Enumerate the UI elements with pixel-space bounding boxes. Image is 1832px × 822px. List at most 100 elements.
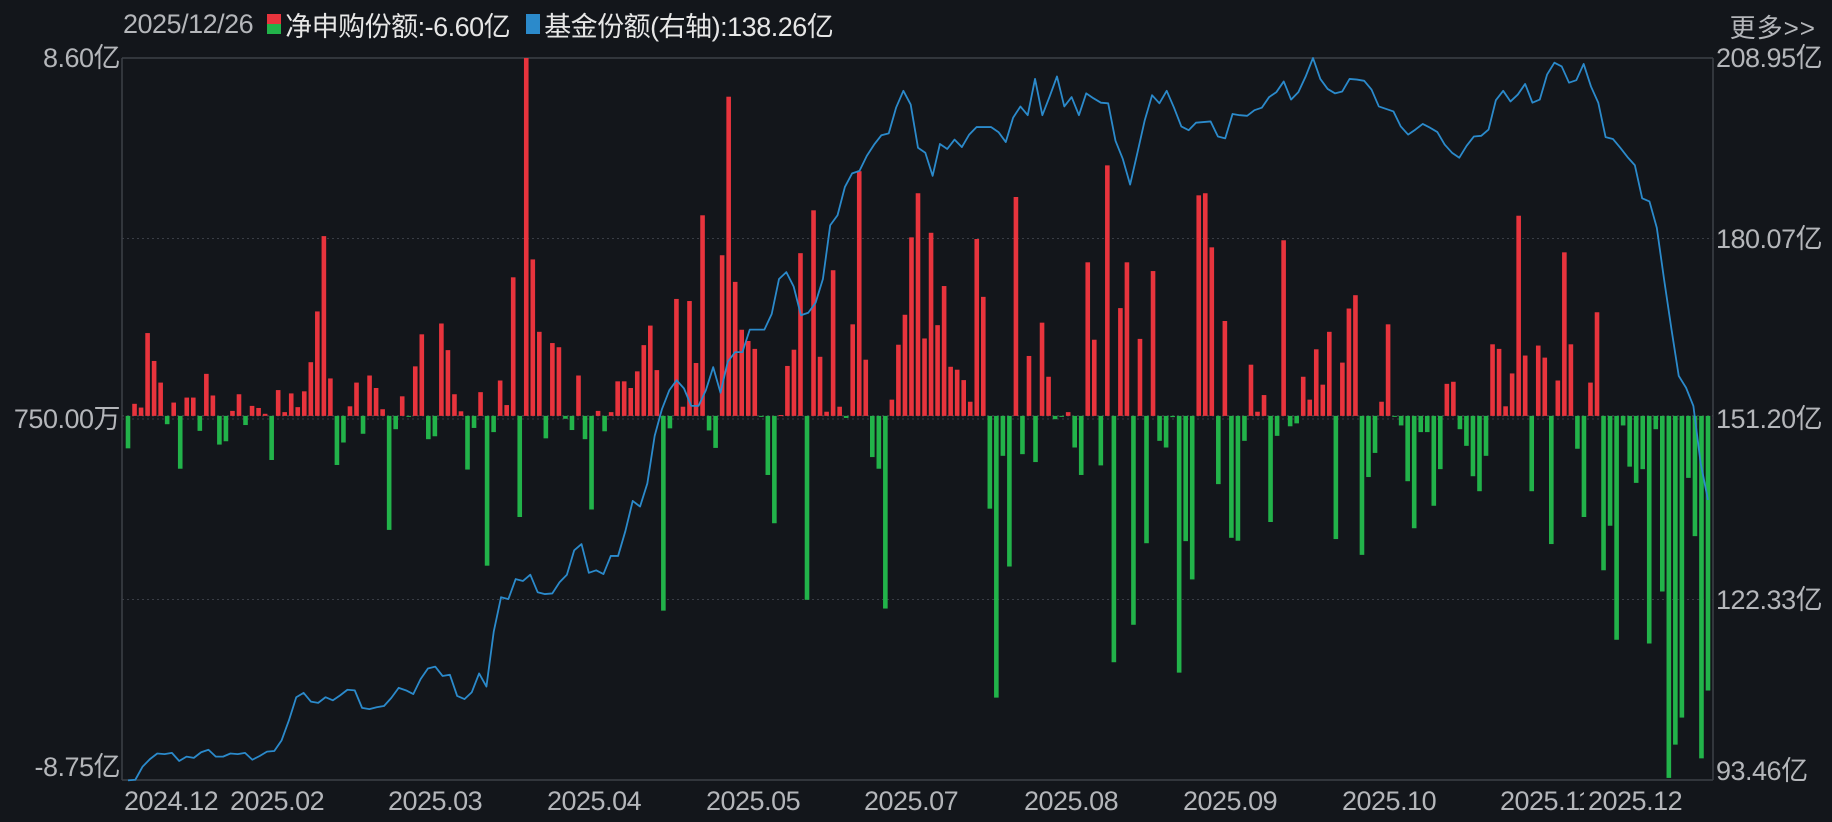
x-tick-label: 2024.12 [124, 786, 219, 816]
outflow-bar [1183, 415, 1188, 542]
inflow-bar [615, 381, 620, 416]
inflow-bar [249, 405, 255, 416]
inflow-bar [974, 239, 980, 416]
outflow-bar [883, 415, 888, 609]
inflow-bar [158, 382, 163, 416]
inflow-bar [1150, 271, 1156, 416]
x-tick-label: 2025.12 [1588, 786, 1683, 816]
inflow-bar [1490, 344, 1495, 416]
outflow-bar [1679, 415, 1685, 718]
outflow-bar [1294, 415, 1299, 424]
inflow-bar [1196, 195, 1202, 416]
fund-share-legend: 基金份额(右轴):138.26亿 [544, 11, 834, 42]
left-tick-label: 750.00万 [13, 404, 121, 434]
left-tick-label: 8.60亿 [42, 43, 121, 73]
inflow-bar [785, 365, 790, 416]
outflow-bar [1398, 415, 1404, 426]
inflow-bar [1313, 349, 1319, 416]
inflow-bar [922, 338, 927, 416]
outflow-bar [1614, 415, 1619, 640]
outflow-bar [1581, 415, 1587, 517]
outflow-bar [1464, 415, 1469, 446]
inflow-bar [935, 325, 940, 416]
inflow-bar [190, 397, 196, 416]
inflow-bar [452, 394, 457, 416]
outflow-bar [125, 415, 131, 449]
outflow-bar [759, 415, 764, 417]
inflow-bar [1085, 262, 1091, 416]
outflow-bar [426, 415, 431, 440]
inflow-bar [1091, 339, 1097, 416]
outflow-bar [1477, 415, 1482, 492]
outflow-bar [471, 415, 477, 428]
inflow-bar [308, 362, 314, 416]
inflow-bar [745, 340, 751, 416]
outflow-bar [1640, 415, 1646, 470]
outflow-bar [1392, 415, 1397, 417]
inflow-bar [1385, 324, 1391, 416]
inflow-bar [576, 375, 581, 416]
inflow-bar [811, 210, 816, 416]
inflow-bar [1124, 262, 1130, 416]
right-tick-label: 122.33亿 [1716, 585, 1823, 615]
outflow-bar [1052, 415, 1058, 420]
outflow-bar [1457, 415, 1463, 430]
outflow-bar [1646, 415, 1652, 644]
inflow-bar [537, 331, 542, 416]
outflow-bar [1000, 415, 1006, 456]
inflow-bar [954, 369, 960, 416]
inflow-bar [948, 366, 953, 416]
inflow-bar [556, 347, 562, 416]
outflow-bar [1216, 415, 1221, 485]
outflow-bar [1470, 415, 1476, 477]
outflow-bar [386, 415, 392, 530]
inflow-bar [399, 396, 405, 416]
inflow-bar [856, 171, 862, 416]
x-tick-label: 2025.08 [1024, 786, 1119, 816]
inflow-bar [700, 215, 705, 416]
outflow-bar [843, 415, 849, 418]
outflow-bar [1673, 415, 1678, 745]
outflow-bar [1098, 415, 1104, 466]
outflow-bar [1483, 415, 1489, 456]
outflow-bar [1424, 415, 1430, 433]
inflow-bar [530, 259, 536, 416]
inflow-bar [726, 96, 731, 416]
inflow-bar [1444, 383, 1450, 416]
outflow-bar [1705, 415, 1711, 691]
outflow-bar [517, 415, 523, 517]
inflow-bar [863, 359, 869, 416]
x-tick-label: 2025.04 [547, 786, 642, 816]
inflow-bar [550, 343, 555, 416]
outflow-bar [1170, 415, 1175, 418]
inflow-bar [1346, 308, 1352, 416]
inflow-bar [445, 350, 451, 416]
outflow-bar [876, 415, 882, 469]
inflow-bar [132, 403, 137, 416]
net-subscription-legend-swatch [267, 14, 282, 34]
inflow-bar [151, 360, 157, 416]
inflow-bar [1327, 331, 1332, 416]
outflow-bar [563, 415, 568, 419]
inflow-bar [373, 388, 379, 416]
inflow-bar [1340, 362, 1345, 416]
outflow-bar [1189, 415, 1195, 580]
outflow-bar [1686, 415, 1691, 478]
inflow-bar [301, 391, 307, 416]
inflow-bar [1353, 295, 1358, 416]
outflow-bar [1235, 415, 1241, 541]
inflow-bar [1137, 338, 1143, 416]
outflow-bar [1418, 415, 1424, 433]
outflow-bar [1072, 415, 1077, 448]
inflow-bar [1026, 355, 1032, 416]
outflow-bar [1438, 415, 1443, 470]
x-tick-label: 2025.11 [1500, 786, 1584, 816]
outflow-bar [569, 415, 575, 431]
outflow-bar [1033, 415, 1038, 463]
x-tick-label: 2025.03 [388, 786, 483, 816]
more-link[interactable]: 更多>> [1729, 13, 1816, 43]
outflow-bar [491, 415, 496, 433]
inflow-bar [328, 378, 333, 416]
inflow-bar [817, 356, 823, 416]
